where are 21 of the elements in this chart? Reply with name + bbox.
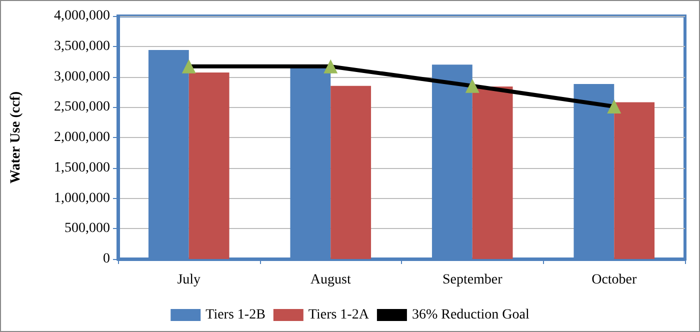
x-tick-label: July <box>177 272 201 288</box>
y-tick-label: 500,000 <box>64 221 110 236</box>
y-tick-label: 3,500,000 <box>54 38 110 54</box>
bar <box>188 72 230 259</box>
x-tick-label: September <box>442 272 503 288</box>
y-tick-label: 0 <box>103 252 110 266</box>
legend-label: 36% Reduction Goal <box>412 308 530 322</box>
y-axis-title: Water Use (ccf) <box>8 91 24 184</box>
legend-label: Tiers 1-2B <box>206 308 266 322</box>
x-tick-label: August <box>310 272 351 288</box>
bar <box>472 86 513 259</box>
y-tick-label: 4,000,000 <box>54 8 110 24</box>
bar <box>614 102 655 259</box>
y-tick-label: 2,000,000 <box>54 130 110 145</box>
bar <box>330 86 372 259</box>
y-tick-label: 1,000,000 <box>54 190 110 206</box>
y-tick-label: 1,500,000 <box>54 160 110 176</box>
y-tick-label: 2,500,000 <box>54 100 110 115</box>
y-tick-label: 3,000,000 <box>54 69 110 84</box>
x-tick-label: October <box>592 272 638 288</box>
legend-label: Tiers 1-2A <box>308 308 370 322</box>
